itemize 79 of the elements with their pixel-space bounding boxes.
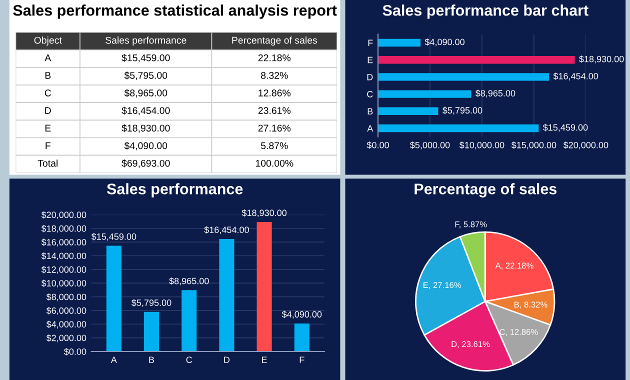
x-tick-label: E	[262, 356, 267, 363]
y-tick-label: D	[367, 74, 373, 80]
data-label: $5,795.00	[442, 106, 482, 115]
text: 100.00%	[256, 160, 294, 167]
data-label: B, 8.32%	[514, 302, 548, 309]
bar	[378, 38, 421, 47]
bar	[378, 56, 575, 64]
y-tick-label: $18,000.00	[41, 224, 86, 233]
text: Object	[34, 36, 62, 46]
data-label: $15,459.00	[542, 124, 588, 132]
bar	[219, 238, 234, 352]
y-tick-label: $6,000.00	[46, 307, 86, 315]
text: 5.87%	[261, 142, 288, 150]
y-tick-label: F	[368, 40, 373, 46]
y-tick-label: $4,000.00	[46, 320, 86, 329]
text: $18,930.00	[122, 124, 170, 133]
x-tick-label: $10,000.00	[459, 142, 504, 150]
y-tick-label: $12,000.00	[41, 266, 86, 274]
chart-title: Sales performance bar chart	[382, 4, 588, 19]
y-tick-label: $0.00	[64, 348, 86, 356]
bar	[256, 222, 272, 352]
x-tick-label: $15,000.00	[511, 142, 556, 150]
bar	[144, 312, 160, 352]
text: 27.16%	[258, 124, 291, 132]
y-tick-label: A	[367, 125, 374, 132]
data-label: $4,090.00	[424, 38, 464, 46]
y-tick-label: $14,000.00	[41, 252, 86, 260]
text: $8,965.00	[124, 89, 168, 98]
text: Total	[38, 160, 58, 167]
bar	[378, 107, 438, 115]
data-label: $16,454.00	[204, 226, 249, 234]
text: $16,454.00	[122, 106, 170, 116]
data-label: F, 5.87%	[455, 221, 487, 228]
data-label: $8,965.00	[169, 277, 209, 286]
data-label: $18,930.00	[242, 209, 287, 218]
x-tick-label: A	[110, 356, 117, 363]
data-label: C, 12.86%	[500, 328, 538, 336]
data-label: $5,795.00	[132, 299, 172, 307]
data-label: D, 23.61%	[452, 341, 490, 348]
x-tick-label: C	[186, 356, 192, 363]
data-label: $8,965.00	[475, 90, 516, 98]
text: $69,693.00	[122, 159, 170, 168]
bar	[182, 290, 197, 352]
bar	[378, 90, 472, 98]
bar	[106, 246, 122, 352]
text: Sales performance	[106, 36, 186, 46]
chart-title: Percentage of sales	[414, 183, 557, 198]
y-tick-label: B	[368, 108, 373, 114]
y-tick-label: $16,000.00	[41, 238, 86, 246]
x-tick-label: F	[300, 356, 304, 363]
data-label: $18,930.00	[579, 56, 624, 64]
text: Percentage of sales	[232, 36, 318, 46]
y-tick-label: $20,000.00	[41, 211, 86, 220]
y-tick-label: C	[367, 91, 373, 98]
text: 8.32%	[261, 72, 288, 79]
text: Sales performance statistical analysis report	[13, 4, 337, 19]
chart-title: Sales performance	[106, 183, 243, 198]
x-tick-label: $5,000.00	[410, 142, 450, 150]
y-tick-label: $8,000.00	[46, 293, 86, 302]
x-tick-label: D	[224, 356, 230, 363]
bar	[378, 73, 550, 81]
data-label: $15,459.00	[91, 233, 136, 241]
x-tick-label: B	[149, 356, 154, 363]
data-label: $4,090.00	[282, 310, 322, 319]
text: $15,459.00	[122, 54, 170, 62]
text: $4,090.00	[124, 142, 168, 150]
text: 22.18%	[258, 54, 291, 62]
data-label: $16,454.00	[553, 72, 598, 80]
data-label: A, 22.18%	[495, 262, 534, 270]
text: 12.86%	[258, 90, 291, 96]
y-tick-label: $2,000.00	[46, 334, 86, 342]
bar	[294, 324, 310, 352]
x-tick-label: $20,000.00	[563, 142, 608, 150]
y-tick-label: E	[368, 56, 373, 64]
y-tick-label: $10,000.00	[41, 280, 86, 288]
text: $5,795.00	[124, 72, 168, 80]
bar	[378, 124, 539, 132]
text: 23.61%	[258, 107, 291, 114]
data-label: E, 27.16%	[424, 282, 461, 290]
